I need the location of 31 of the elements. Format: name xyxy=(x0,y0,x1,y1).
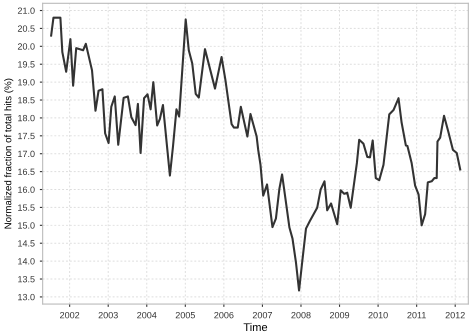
x-tick-label: 2002 xyxy=(60,312,80,318)
y-tick-label: 14.5 xyxy=(18,240,35,247)
x-tick-label: 2005 xyxy=(176,312,195,318)
y-tick-label: 18.0 xyxy=(18,114,35,122)
y-tick-label: 13.5 xyxy=(18,276,35,282)
x-tick-label: 2009 xyxy=(330,312,350,318)
y-tick-label: 14.0 xyxy=(18,258,35,264)
x-tick-label: 2012 xyxy=(446,312,465,318)
y-tick-label: 15.0 xyxy=(18,222,35,229)
y-tick-label: 18.5 xyxy=(18,96,35,104)
y-tick-label: 17.5 xyxy=(18,132,35,140)
y-tick-label: 21.0 xyxy=(18,7,35,14)
y-tick-label: 13.0 xyxy=(18,294,35,300)
x-tick-label: 2011 xyxy=(407,312,426,318)
x-tick-label: 2003 xyxy=(98,312,118,318)
x-tick-label: 2006 xyxy=(214,312,234,318)
y-axis-title: Normalized fraction of total hits (%) xyxy=(4,78,14,229)
y-tick-label: 19.5 xyxy=(18,61,35,68)
y-tick-label: 16.5 xyxy=(18,168,35,175)
x-tick-label: 2010 xyxy=(368,312,388,318)
y-tick-label: 16.0 xyxy=(18,186,35,193)
x-axis-title: Time xyxy=(244,322,268,332)
x-tick-label: 2004 xyxy=(137,312,157,318)
y-tick-label: 20.5 xyxy=(18,25,35,32)
y-tick-label: 20.0 xyxy=(18,43,35,50)
line-series xyxy=(50,16,462,292)
x-tick-label: 2007 xyxy=(252,312,272,318)
y-tick-label: 17.0 xyxy=(18,150,35,158)
y-tick-label: 15.5 xyxy=(18,204,35,211)
y-tick-label: 19.0 xyxy=(18,79,35,86)
x-tick-label: 2008 xyxy=(291,312,311,318)
